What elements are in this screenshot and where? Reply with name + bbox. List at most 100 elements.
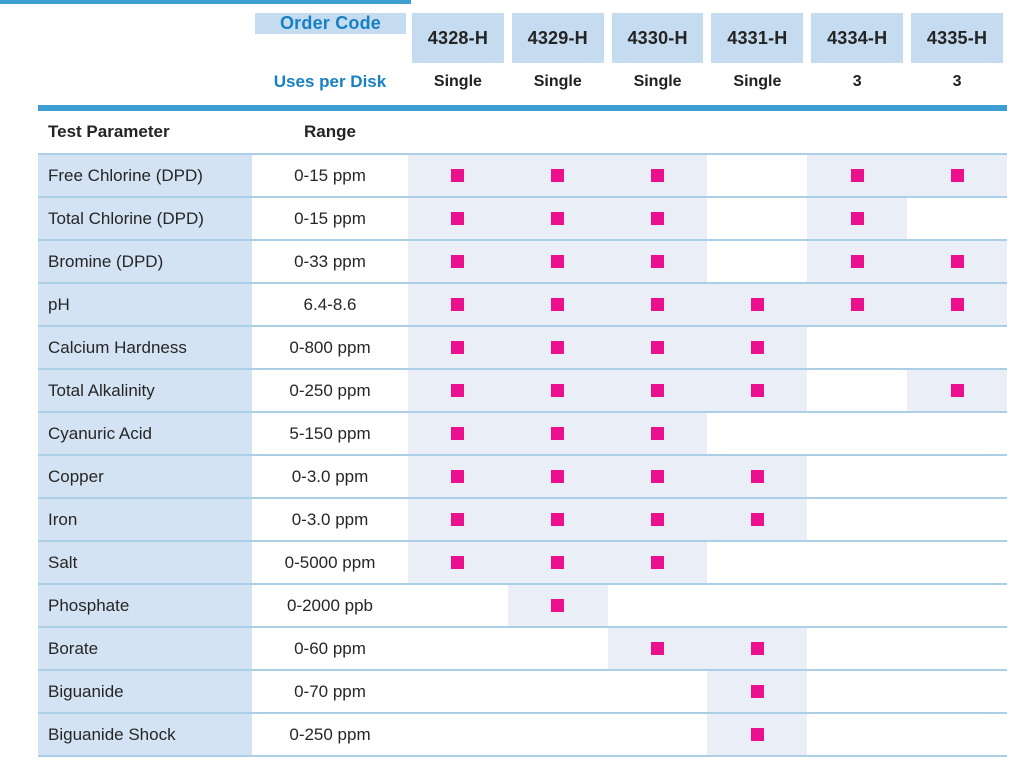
parameter-range: 0-15 ppm: [252, 155, 408, 196]
availability-marker: [551, 599, 565, 612]
availability-marker: [651, 255, 665, 268]
availability-marker: [451, 169, 465, 182]
uses-per-disk-value: 3: [852, 73, 862, 90]
header-rule: [38, 105, 1007, 111]
disk-availability-cell: [408, 499, 508, 540]
column-header-spacer: [408, 111, 508, 153]
parameter-name: Calcium Hardness: [38, 327, 252, 368]
disk-availability-cell: [607, 155, 708, 196]
table-bottom-rule: [38, 755, 1007, 757]
order-code-column: 4331-H: [707, 13, 807, 63]
disk-availability-cell: [807, 370, 907, 411]
parameter-range: 0-250 ppm: [252, 714, 408, 755]
disk-availability-cell: [507, 327, 608, 368]
availability-marker: [551, 556, 565, 569]
disk-availability-cell: [507, 413, 608, 454]
disk-availability-cell: [707, 456, 808, 497]
availability-marker: [651, 513, 665, 526]
disk-availability-cell: [707, 413, 807, 454]
disk-availability-cell: [907, 370, 1007, 411]
uses-per-disk-value: Single: [433, 73, 482, 90]
disk-availability-cell: [607, 456, 708, 497]
disk-availability-cell: [508, 671, 608, 712]
availability-marker: [750, 685, 764, 698]
disk-availability-cell: [607, 327, 708, 368]
parameter-range: 0-33 ppm: [252, 241, 408, 282]
uses-per-disk-value: Single: [533, 73, 582, 90]
parameter-range: 6.4-8.6: [252, 284, 408, 325]
range-header: Range: [304, 122, 356, 141]
availability-marker: [551, 169, 565, 182]
availability-marker: [651, 169, 665, 182]
disk-availability-cell: [807, 198, 908, 239]
parameter-name: Salt: [38, 542, 252, 583]
disk-availability-cell: [807, 284, 908, 325]
table-row: Salt 0-5000 ppm: [38, 540, 1007, 583]
disk-availability-cell: [607, 370, 708, 411]
uses-per-disk-value: Single: [633, 73, 682, 90]
availability-marker: [551, 341, 565, 354]
disk-availability-cell: [807, 542, 907, 583]
disk-availability-cell: [507, 241, 608, 282]
disk-availability-cell: [507, 370, 608, 411]
order-code-value: 4335-H: [911, 13, 1003, 63]
table-row: Biguanide 0-70 ppm: [38, 669, 1007, 712]
availability-marker: [950, 298, 964, 311]
availability-marker: [850, 255, 864, 268]
disk-availability-cell: [707, 327, 808, 368]
availability-marker: [651, 384, 665, 397]
availability-marker: [451, 470, 465, 483]
disk-availability-cell: [408, 714, 508, 755]
parameter-name: Total Alkalinity: [38, 370, 252, 411]
disk-availability-cell: [507, 456, 608, 497]
disk-availability-cell: [707, 585, 807, 626]
header-row-order-codes: Order Code 4328-H 4329-H 4330-H 4331-H 4334-H…: [38, 13, 1007, 63]
header-row-uses: Uses per Disk Single Single Single Single 3 3: [38, 63, 1007, 101]
disk-availability-cell: [707, 542, 807, 583]
disk-availability-cell: [408, 413, 508, 454]
disk-availability-cell: [408, 327, 508, 368]
availability-marker: [750, 513, 764, 526]
parameter-range: 0-250 ppm: [252, 370, 408, 411]
table-row: Borate 0-60 ppm: [38, 626, 1007, 669]
table-row: Total Chlorine (DPD) 0-15 ppm: [38, 196, 1007, 239]
column-header-spacer: [608, 111, 708, 153]
uses-per-disk-value: Single: [733, 73, 782, 90]
disk-availability-cell: [907, 155, 1007, 196]
table-row: Calcium Hardness 0-800 ppm: [38, 325, 1007, 368]
disk-availability-cell: [508, 628, 608, 669]
disk-availability-cell: [907, 714, 1007, 755]
parameter-range: 0-70 ppm: [252, 671, 408, 712]
disk-availability-cell: [807, 327, 907, 368]
disk-availability-cell: [607, 241, 708, 282]
order-code-column: 4329-H: [508, 13, 608, 63]
disk-availability-cell: [408, 628, 508, 669]
order-code-cell: Order Code: [252, 13, 408, 63]
table-row: pH 6.4-8.6: [38, 282, 1007, 325]
availability-marker: [551, 255, 565, 268]
table-row: Copper 0-3.0 ppm: [38, 454, 1007, 497]
order-code-value: 4328-H: [412, 13, 504, 63]
table-row: Cyanuric Acid 5-150 ppm: [38, 411, 1007, 454]
availability-marker: [451, 341, 465, 354]
availability-marker: [451, 513, 465, 526]
disk-availability-cell: [907, 628, 1007, 669]
parameter-range: 0-3.0 ppm: [252, 499, 408, 540]
disk-availability-cell: [408, 284, 508, 325]
order-code-column: 4328-H: [408, 13, 508, 63]
availability-marker: [651, 470, 665, 483]
column-header-spacer: [807, 111, 907, 153]
disk-availability-cell: [607, 542, 708, 583]
disk-availability-cell: [508, 714, 608, 755]
availability-marker: [750, 384, 764, 397]
parameter-name: Free Chlorine (DPD): [38, 155, 252, 196]
top-divider-rule: [0, 0, 411, 4]
availability-marker: [551, 384, 565, 397]
parameter-range: 0-2000 ppb: [252, 585, 408, 626]
availability-marker: [551, 212, 565, 225]
uses-per-disk-header: Uses per Disk: [273, 72, 387, 91]
order-code-column: 4330-H: [608, 13, 708, 63]
disk-availability-cell: [707, 714, 808, 755]
disk-availability-cell: [507, 499, 608, 540]
